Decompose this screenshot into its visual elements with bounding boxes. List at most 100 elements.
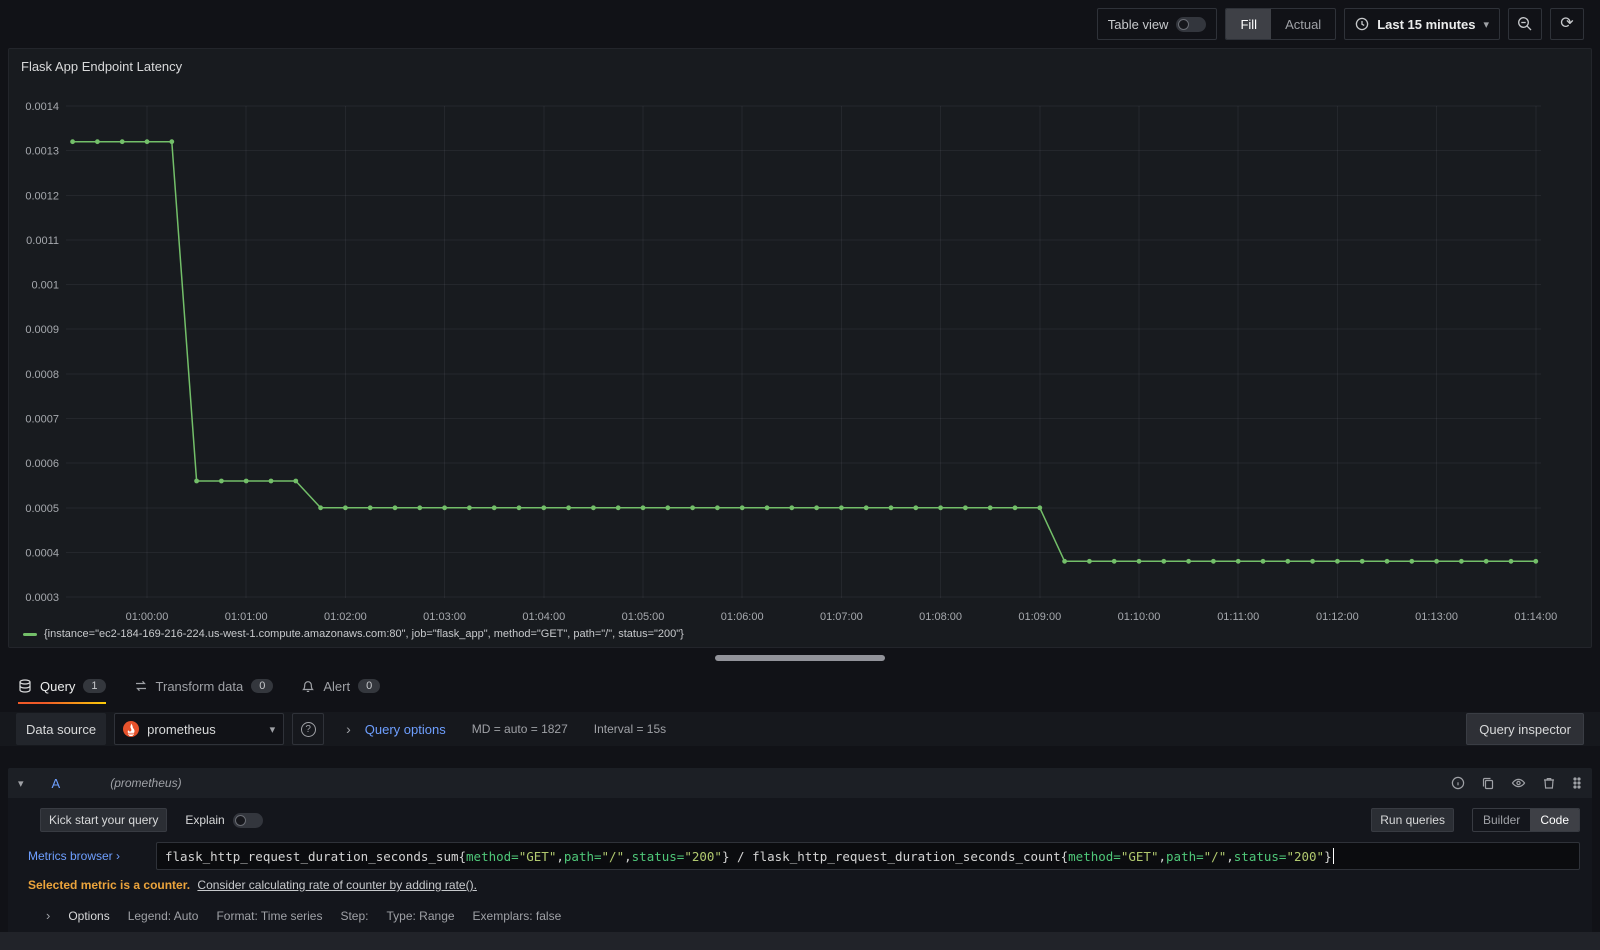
svg-text:0.0005: 0.0005 [25,503,59,515]
svg-text:01:11:00: 01:11:00 [1217,611,1259,623]
transform-icon [134,679,148,693]
svg-text:01:00:00: 01:00:00 [126,611,169,623]
options-label[interactable]: Options [68,908,110,923]
clock-icon [1355,17,1369,31]
query-editor-row: Metrics browser › flask_http_request_dur… [20,842,1580,870]
options-exemplars: Exemplars: false [472,908,562,923]
svg-text:0.0003: 0.0003 [25,592,59,604]
tab-transform-data[interactable]: Transform data 0 [134,668,274,704]
fill-button[interactable]: Fill [1226,9,1272,39]
explain-toggle[interactable] [232,812,263,828]
query-ref-id[interactable]: A [51,775,61,791]
query-row-header[interactable]: ▾ A (prometheus) [8,768,1592,798]
refresh-icon: ⟳ [1560,15,1574,32]
svg-text:01:01:00: 01:01:00 [225,611,268,623]
svg-text:0.001: 0.001 [31,280,59,292]
active-tab-underline [18,702,106,704]
tab-query[interactable]: Query 1 [18,668,106,704]
bell-icon [301,679,315,693]
builder-button[interactable]: Builder [1482,813,1521,827]
svg-text:01:10:00: 01:10:00 [1118,611,1161,623]
query-row-actions [1451,776,1582,790]
promql-code-input[interactable]: flask_http_request_duration_seconds_sum{… [156,842,1580,870]
explain-control: Explain [185,812,263,828]
options-chevron-icon[interactable]: › [46,908,51,923]
svg-text:0.0007: 0.0007 [25,413,59,425]
table-view-toggle[interactable] [1176,16,1207,32]
query-row-body: Kick start your query Explain Run querie… [8,798,1592,937]
svg-text:0.0008: 0.0008 [25,369,59,381]
actual-button[interactable]: Actual [1285,16,1322,32]
prometheus-icon [123,721,140,737]
options-step: Step: [340,908,369,923]
datasource-row: Data source prometheus ▾ ? › Query optio… [0,712,1600,746]
svg-text:0.0006: 0.0006 [25,458,59,470]
query-datasource-hint: (prometheus) [110,776,182,790]
time-range-label: Last 15 minutes [1377,16,1476,32]
run-queries-button[interactable]: Run queries [1371,808,1454,832]
datasource-help-button[interactable]: ? [292,713,325,745]
database-icon [18,679,32,693]
latency-panel: Flask App Endpoint Latency 0.0014 0.0013 0… [8,48,1592,648]
query-toolbar-right: Run queries Builder Code [1371,808,1580,832]
help-circle-icon: ? [300,721,316,737]
svg-text:01:08:00: 01:08:00 [919,611,962,623]
svg-text:01:06:00: 01:06:00 [721,611,764,623]
kick-start-query-button[interactable]: Kick start your query [40,808,168,832]
builder-code-switch: Builder Code [1471,808,1580,832]
datasource-label: Data source [16,713,107,745]
bottom-scroll-strip[interactable] [0,932,1600,950]
zoom-out-button[interactable] [1508,8,1542,40]
svg-text:01:14:00: 01:14:00 [1514,611,1557,623]
horizontal-scrollbar[interactable] [715,655,885,661]
metrics-browser-toggle[interactable]: Metrics browser › [28,849,121,863]
query-inspector-button[interactable]: Query inspector [1466,713,1584,745]
trash-icon[interactable] [1542,776,1556,790]
datasource-select[interactable]: prometheus ▾ [114,713,285,745]
drag-handle-icon[interactable] [1572,776,1582,790]
tab-query-label: Query [40,678,76,694]
time-range-picker[interactable]: Last 15 minutes ▾ [1344,8,1500,40]
code-button[interactable]: Code [1530,809,1579,831]
refresh-button[interactable]: ⟳ [1550,8,1584,40]
toggle-knob [234,814,246,826]
options-legend: Legend: Auto [127,908,199,923]
svg-text:0.0011: 0.0011 [26,235,59,247]
svg-text:01:09:00: 01:09:00 [1018,611,1061,623]
eye-icon[interactable] [1511,776,1526,790]
counter-warning: Selected metric is a counter. Consider c… [20,870,1580,894]
copy-icon[interactable] [1481,776,1495,790]
svg-text:01:13:00: 01:13:00 [1415,611,1458,623]
options-type: Type: Range [386,908,455,923]
fill-actual-switch: Fill Actual [1225,8,1337,40]
table-view-control: Table view [1096,8,1218,40]
tab-alert-label: Alert [323,678,351,694]
svg-text:01:12:00: 01:12:00 [1316,611,1359,623]
explain-label: Explain [185,813,225,827]
info-circle-icon[interactable] [1451,776,1465,790]
chart-legend: {instance="ec2-184-169-216-224.us-west-1… [23,628,684,640]
query-toolbar: Kick start your query Explain Run querie… [20,806,1580,842]
datasource-selected-value: prometheus [147,721,216,737]
query-options-chevron-icon[interactable]: › [346,721,351,737]
svg-text:0.0004: 0.0004 [25,547,59,559]
legend-series-label[interactable]: {instance="ec2-184-169-216-224.us-west-1… [44,628,684,640]
query-options-toggle[interactable]: Query options [364,721,446,737]
svg-text:01:07:00: 01:07:00 [820,611,863,623]
editor-tabs: Query 1 Transform data 0 Alert 0 [0,668,1600,704]
scroll-zone [0,648,1600,668]
svg-text:0.0012: 0.0012 [25,190,59,202]
collapse-chevron-icon[interactable]: ▾ [18,777,24,790]
options-format: Format: Time series [216,908,323,923]
svg-text:0.0014: 0.0014 [25,101,59,113]
time-series-chart: 0.0014 0.0013 0.0012 0.0011 0.001 0.0009 0.000… [25,101,1557,623]
tab-alert[interactable]: Alert 0 [301,668,381,704]
chevron-down-icon: ▾ [269,723,276,736]
query-options-md: MD = auto = 1827 [471,722,568,736]
warning-rate-link[interactable]: Consider calculating rate of counter by … [197,878,477,892]
svg-text:01:02:00: 01:02:00 [324,611,367,623]
chevron-down-icon: ▾ [1483,18,1489,31]
warning-text: Selected metric is a counter. [28,878,191,892]
legend-series-swatch[interactable] [23,632,37,636]
query-row-card: ▾ A (prometheus) [8,768,1592,937]
